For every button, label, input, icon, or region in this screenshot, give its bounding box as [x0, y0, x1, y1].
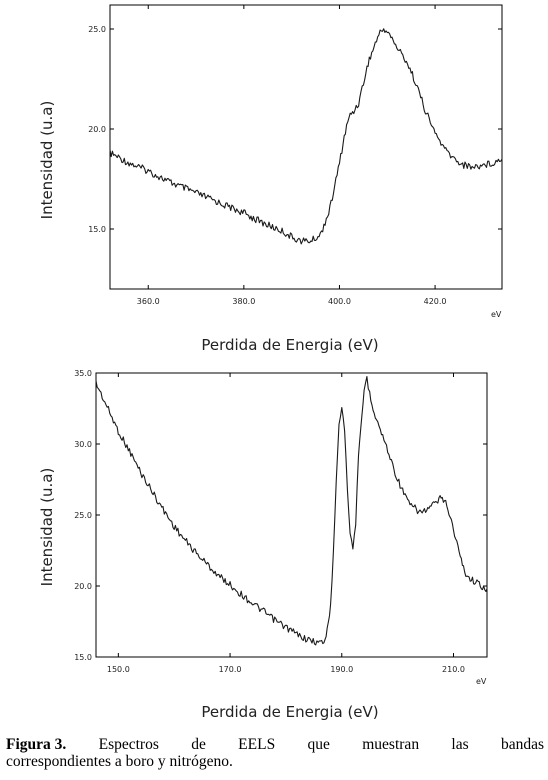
x-axis-label-top: Perdida de Energia (eV): [201, 336, 378, 354]
chart-top: 15.0 20.0 25.0 360.0 380.0 400.0 420.0 eV Per…: [38, 4, 503, 354]
plot-frame-top: [109, 4, 503, 290]
y-ticks-top: 15.0 20.0 25.0: [88, 25, 502, 234]
caption-word: muestran: [362, 736, 420, 753]
x-tick-label: 210.0: [442, 665, 465, 674]
caption-word: las: [451, 736, 469, 753]
plot-frame-bottom: [95, 372, 488, 658]
caption-word: bandas: [500, 736, 544, 753]
y-axis-label-top: Intensidad (u.a): [38, 101, 56, 220]
x-axis-label-bottom: Perdida de Energia (eV): [201, 703, 378, 721]
x-ticks-top: 360.0 380.0 400.0 420.0: [137, 5, 447, 306]
caption-word: EELS: [238, 736, 276, 753]
x-tick-label: 150.0: [107, 665, 130, 674]
x-tick-label: 190.0: [330, 665, 353, 674]
caption-label: Figura 3.: [6, 736, 67, 753]
figure-caption: Figura 3. Espectros de EELS que muestran…: [6, 736, 544, 770]
x-tick-label: 360.0: [137, 297, 160, 306]
y-tick-label: 20.0: [74, 582, 92, 591]
spectrum-line-top: [109, 28, 503, 245]
caption-word: que: [307, 736, 330, 753]
y-tick-label: 25.0: [74, 511, 92, 520]
x-tick-label: 380.0: [232, 297, 255, 306]
y-axis-label-bottom: Intensidad (u.a): [38, 468, 56, 587]
y-tick-label: 20.0: [88, 125, 106, 134]
y-tick-label: 35.0: [74, 369, 92, 378]
x-unit-bottom: eV: [476, 677, 487, 686]
y-tick-label: 15.0: [88, 225, 106, 234]
x-tick-label: 420.0: [424, 297, 447, 306]
caption-line-1: Figura 3. Espectros de EELS que muestran…: [6, 736, 544, 753]
chart-bottom: 15.0 20.0 25.0 30.0 35.0 150.0 170.0 190.0 210.…: [38, 369, 488, 721]
x-unit-top: eV: [491, 310, 502, 319]
y-tick-label: 30.0: [74, 440, 92, 449]
y-tick-label: 25.0: [88, 25, 106, 34]
caption-line-2: correspondientes a boro y nitrógeno.: [6, 753, 233, 770]
y-tick-label: 15.0: [74, 653, 92, 662]
x-ticks-bottom: 150.0 170.0 190.0 210.0: [107, 373, 465, 674]
y-ticks-bottom: 15.0 20.0 25.0 30.0 35.0: [74, 369, 487, 662]
caption-word: de: [191, 736, 206, 753]
x-tick-label: 400.0: [328, 297, 351, 306]
caption-word: Espectros: [98, 736, 159, 753]
x-tick-label: 170.0: [219, 665, 242, 674]
spectrum-line-bottom: [95, 376, 488, 646]
